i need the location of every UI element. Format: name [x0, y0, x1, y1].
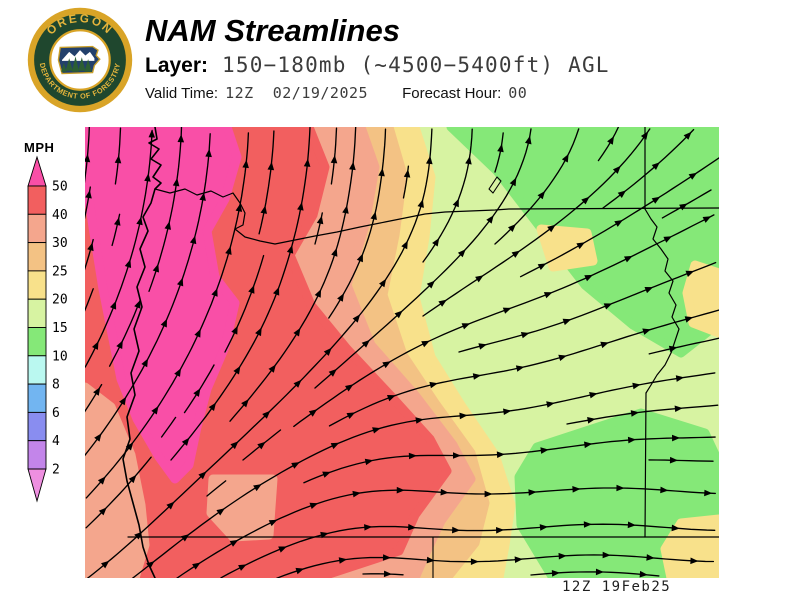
- legend-units-label: MPH: [24, 140, 55, 155]
- valid-time-line: Valid Time: 12Z 02/19/2025 Forecast Hour…: [145, 84, 610, 102]
- forecast-hour-value: 00: [508, 84, 528, 102]
- speed-legend: MPH 50 40 30 25 20 15 10 8 6 4 2: [12, 139, 90, 519]
- svg-text:8: 8: [52, 378, 60, 393]
- forecast-hour-label: Forecast Hour:: [402, 85, 502, 102]
- layer-label: Layer:: [145, 54, 209, 77]
- svg-text:6: 6: [52, 406, 60, 421]
- svg-text:4: 4: [52, 434, 60, 449]
- logo-oregon-emblem: [57, 45, 101, 75]
- odf-logo: OREGON DEPARTMENT OF FORESTRY: [27, 7, 133, 113]
- layer-value: 150−180mb (~4500−5400ft) AGL: [222, 53, 610, 77]
- header: NAM Streamlines Layer: 150−180mb (~4500−…: [145, 13, 610, 103]
- valid-time-label: Valid Time:: [145, 85, 219, 102]
- svg-text:25: 25: [52, 264, 68, 279]
- svg-text:10: 10: [52, 349, 68, 364]
- svg-text:30: 30: [52, 236, 68, 251]
- svg-text:40: 40: [52, 208, 68, 223]
- svg-text:20: 20: [52, 293, 68, 308]
- map-timestamp: 12Z 19Feb25: [562, 579, 672, 595]
- page-title: NAM Streamlines: [145, 13, 400, 48]
- legend-colorbar: 50 40 30 25 20 15 10 8 6 4 2: [27, 155, 68, 503]
- valid-time-value: 12Z 02/19/2025: [225, 84, 369, 102]
- layer-line: Layer: 150−180mb (~4500−5400ft) AGL: [145, 53, 610, 78]
- streamline-map: [85, 127, 719, 578]
- svg-text:15: 15: [52, 321, 68, 336]
- svg-text:50: 50: [52, 180, 68, 195]
- svg-text:2: 2: [52, 463, 60, 478]
